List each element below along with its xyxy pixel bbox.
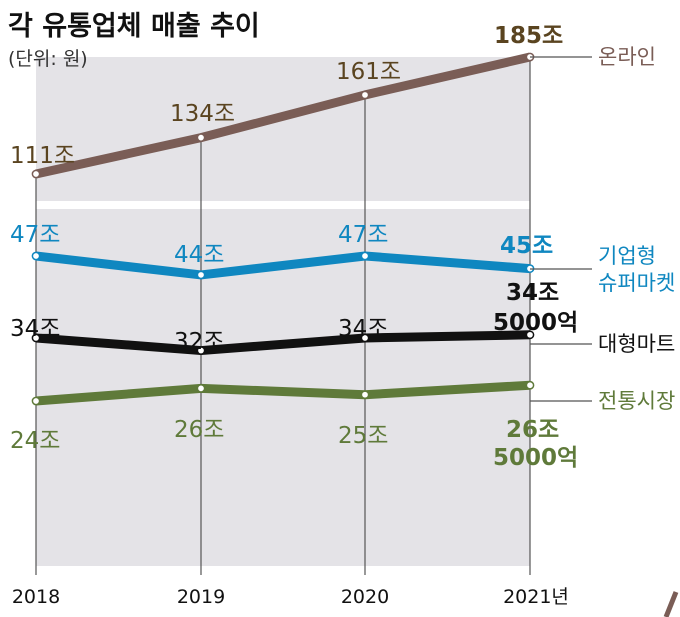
online-legend: 온라인: [598, 45, 656, 69]
market-label-2021-line2: 5000억: [493, 445, 578, 471]
mart-point-0: [31, 333, 41, 343]
market-point-2: [360, 390, 370, 400]
mart-label-2019: 32조: [174, 329, 224, 355]
corner-mark: [663, 591, 679, 617]
mart-label-2021-line2: 5000억: [493, 310, 578, 336]
x-tick-2018: 2018: [12, 586, 60, 608]
market-label-2020: 25조: [338, 423, 388, 449]
online-point-1: [196, 133, 206, 142]
online-point-2: [360, 90, 370, 100]
mart-series-line: [35, 330, 531, 356]
market-point-1: [196, 384, 206, 393]
online-series-line: [35, 52, 532, 179]
market-label-2018: 24조: [10, 428, 60, 454]
supermarket-label-2019: 44조: [174, 242, 224, 268]
supermarket-label-2020: 47조: [338, 222, 388, 248]
online-label-2018: 111조: [10, 143, 75, 169]
supermarket-series-line: [35, 251, 531, 280]
mart-point-2: [360, 333, 370, 343]
mart-legend: 대형마트: [598, 332, 675, 356]
market-label-2021-line1: 26조: [506, 417, 559, 443]
chart-title: 각 유통업체 매출 추이: [8, 11, 260, 42]
market-legend: 전통시장: [598, 389, 675, 413]
online-label-2020: 161조: [336, 59, 401, 85]
online-point-0: [31, 169, 41, 179]
market-label-2019: 26조: [174, 417, 224, 443]
supermarket-point-1: [196, 270, 206, 280]
online-label-2021: 185조: [494, 23, 563, 49]
x-tick-2021: 2021년: [503, 586, 569, 608]
market-series-line: [35, 380, 531, 406]
mart-point-3: [525, 330, 535, 340]
online-label-2019: 134조: [170, 101, 235, 127]
supermarket-point-0: [31, 251, 41, 261]
mart-label-2020: 34조: [338, 316, 388, 342]
market-point-3: [525, 380, 535, 390]
x-tick-2019: 2019: [177, 586, 225, 608]
market-point-0: [31, 396, 41, 406]
series-layer: [31, 52, 535, 406]
mart-label-2021-line1: 34조: [506, 280, 559, 306]
mart-label-2018: 34조: [10, 316, 60, 342]
supermarket-legend-line1: 기업형: [598, 244, 656, 268]
mart-point-1: [196, 346, 206, 355]
online-panel: [36, 57, 530, 201]
supermarket-label-2018: 47조: [10, 222, 60, 248]
chart-unit: (단위: 원): [8, 48, 88, 70]
supermarket-point-2: [360, 251, 370, 261]
x-tick-2020: 2020: [341, 586, 389, 608]
supermarket-label-2021: 45조: [500, 233, 553, 259]
supermarket-legend-line2: 슈퍼마켓: [598, 271, 675, 295]
